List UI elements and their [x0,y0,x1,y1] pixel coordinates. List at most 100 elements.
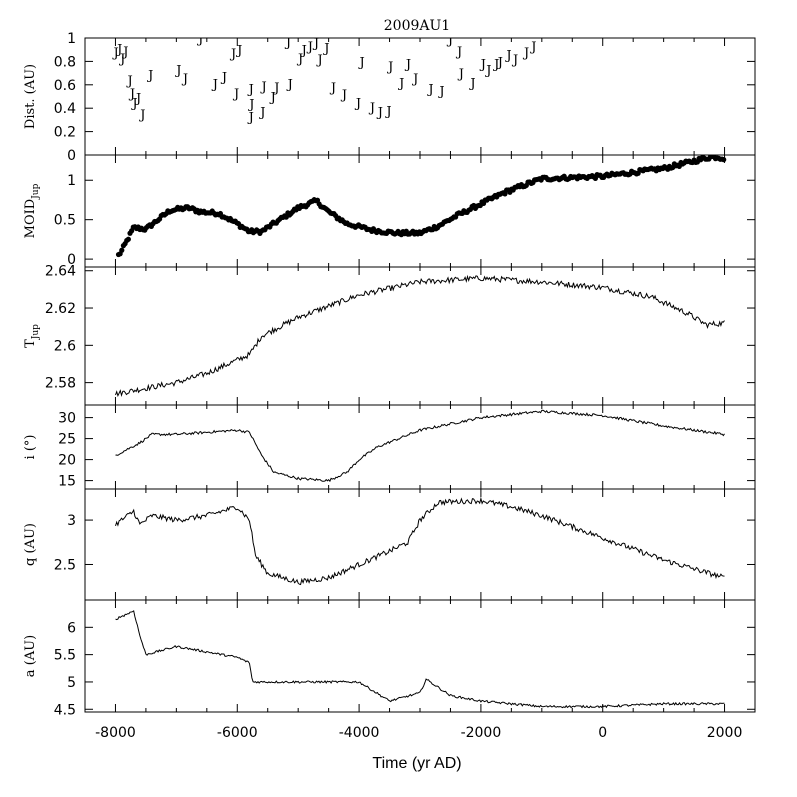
jupiter-encounter-point: J [437,85,444,100]
series-line-incl [115,409,725,483]
x-tick-label: -2000 [461,725,502,741]
jupiter-encounter-point: J [247,98,254,113]
jupiter-encounter-point: J [504,48,511,63]
panel-frame [84,266,756,406]
x-axis-label: Time (yr AD) [372,755,461,772]
moid-point [125,236,131,242]
y-tick-label: 3 [67,513,76,529]
jupiter-encounter-point: J [340,88,347,103]
jupiter-encounter-point: J [134,92,141,107]
y-tick-label: 2.64 [45,264,76,280]
x-tick-label: -4000 [339,725,380,741]
panel-moid: 0 0.5 1 MOIDJup [23,154,756,268]
jupiter-encounter-point: J [259,80,266,95]
jupiter-encounter-point: J [211,78,218,93]
jupiter-encounter-point: J [146,68,153,83]
jupiter-encounter-point: J [411,72,418,87]
x-tick-label: 0 [598,725,607,741]
jupiter-encounter-point: J [455,45,462,60]
x-tick-label: -6000 [217,725,258,741]
panel-frame [84,599,756,713]
panel-incl: 15 20 25 30 i (°) [23,404,756,490]
y-tick-label: 2.6 [54,338,76,354]
jupiter-encounter-point: J [354,96,361,111]
x-tick-labels: -8000 -6000 -4000 -2000 0 2000 [95,725,742,741]
panel-q: 2.5 3 q (AU) [23,488,756,601]
y-tick-label: 2.5 [54,557,76,573]
panel-frame [84,488,756,601]
series-line-tjup [115,274,725,397]
panel-a: 4.5 5 5.5 6 a (AU) [23,599,756,718]
jupiter-encounter-point: J [118,52,125,67]
y-tick-label: 5.5 [54,648,76,664]
series-a [115,610,725,709]
moid-point [502,191,508,197]
jupiter-encounter-point: J [128,87,135,102]
jupiter-encounter-point: J [247,110,254,125]
y-tick-label: 15 [58,474,76,490]
jupiter-encounter-point: J [484,64,491,79]
y-tick-label: 4.5 [54,702,76,718]
jupiter-encounter-point: J [496,55,503,70]
jupiter-encounter-point: J [269,91,276,106]
jupiter-encounter-point: J [229,47,236,62]
panel-frame [84,37,756,156]
jupiter-encounter-point: J [479,58,486,73]
series-line-a [115,610,725,709]
y-tick-label: 1 [67,31,76,47]
series-q [115,496,725,586]
y-tick-label: 20 [58,453,76,469]
x-tick-label: -8000 [95,725,136,741]
y-tick-label: 0.2 [54,125,76,141]
jupiter-encounter-point: J [315,53,322,68]
jupiter-encounter-point: J [296,52,303,67]
jupiter-encounter-point: J [522,46,529,61]
jupiter-encounter-point: J [386,60,393,75]
jupiter-encounter-point: J [181,72,188,87]
jupiter-encounter-point: J [220,71,227,86]
jupiter-encounter-point: J [358,55,365,70]
y-tick-label: 0.8 [54,54,76,70]
jupiter-encounter-point: J [300,44,307,59]
jupiter-encounter-point: J [247,82,254,97]
jupiter-encounter-point: J [125,74,132,89]
jupiter-encounter-point: J [426,82,433,97]
jupiter-encounter-point: J [121,45,128,60]
y-tick-label: 0.6 [54,78,76,94]
jupiter-encounter-point: J [286,78,293,93]
jupiter-encounter-point: J [322,41,329,56]
jupiter-encounter-point: J [235,44,242,59]
jupiter-encounter-point: J [384,105,391,120]
series-moid [115,155,727,258]
y-tick-label: 30 [58,411,76,427]
y-tick-label: 5 [67,675,76,691]
jupiter-encounter-point: J [306,40,313,55]
y-tick-label: 0.5 [54,213,76,229]
y-axis-label: Dist. (AU) [23,64,38,129]
jupiter-encounter-point: J [284,36,291,51]
jupiter-encounter-point: J [376,106,383,121]
y-axis-label: MOIDJup [23,183,41,238]
y-axis-label: q (AU) [23,523,38,566]
jupiter-encounter-point: J [258,106,265,121]
series-tjup [115,274,725,397]
jupiter-encounter-point: J [368,101,375,116]
jupiter-encounter-point: J [457,67,464,82]
y-tick-label: 0 [67,252,76,268]
jupiter-encounter-point: J [468,76,475,91]
y-tick-label: 6 [67,620,76,636]
jupiter-encounter-point: J [130,96,137,111]
jupiter-encounter-point: J [446,33,453,48]
jupiter-encounter-point: J [115,43,122,58]
jupiter-encounter-point: J [111,46,118,61]
jupiter-encounter-point: J [312,37,319,52]
series-line-q [115,496,725,586]
moid-point [721,156,727,163]
series-incl [115,409,725,483]
jupiter-encounter-point: J [511,53,518,68]
jupiter-encounter-point: J [404,58,411,73]
